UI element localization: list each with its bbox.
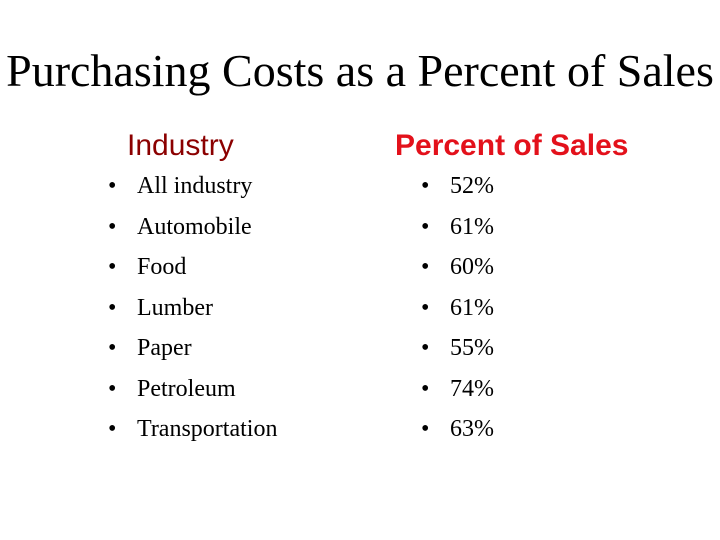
industry-label: Lumber	[137, 294, 213, 321]
bullet-icon: •	[108, 173, 117, 199]
industry-label: Food	[137, 254, 187, 280]
bullet-icon: •	[421, 294, 430, 321]
industry-label: Petroleum	[137, 375, 236, 402]
industry-label: Automobile	[137, 213, 252, 240]
percent-value: 61%	[450, 294, 494, 321]
list-item: • 52%	[421, 166, 494, 207]
percent-value: 52%	[450, 173, 494, 199]
list-item: • 61%	[421, 207, 494, 248]
list-item: • Paper	[108, 328, 277, 369]
percent-value: 60%	[450, 254, 494, 280]
list-item: • 60%	[421, 247, 494, 288]
percent-value: 61%	[450, 213, 494, 240]
percent-value: 55%	[450, 335, 494, 361]
list-item: • 74%	[421, 369, 494, 410]
list-item: • 55%	[421, 328, 494, 369]
bullet-icon: •	[421, 335, 430, 361]
bullet-icon: •	[421, 375, 430, 402]
list-item: • Automobile	[108, 207, 277, 248]
list-item: • Food	[108, 247, 277, 288]
list-item: • Transportation	[108, 409, 277, 450]
bullet-icon: •	[108, 335, 117, 361]
bullet-icon: •	[421, 254, 430, 280]
list-item: • All industry	[108, 166, 277, 207]
industry-list: • All industry • Automobile • Food • Lumber …	[108, 166, 277, 450]
percent-list: • 52% • 61% • 60% • 61% • 55% • 74% • 63%	[421, 166, 494, 450]
slide-title: Purchasing Costs as a Percent of Sales	[6, 45, 714, 96]
industry-label: All industry	[137, 173, 253, 199]
list-item: • 61%	[421, 288, 494, 329]
bullet-icon: •	[108, 213, 117, 240]
bullet-icon: •	[108, 294, 117, 321]
list-item: • Lumber	[108, 288, 277, 329]
industry-column-header: Industry	[127, 129, 234, 162]
bullet-icon: •	[421, 416, 430, 442]
industry-label: Transportation	[137, 416, 278, 442]
percent-value: 63%	[450, 416, 494, 442]
bullet-icon: •	[108, 416, 117, 442]
percent-value: 74%	[450, 375, 494, 402]
bullet-icon: •	[421, 173, 430, 199]
bullet-icon: •	[108, 254, 117, 280]
list-item: • 63%	[421, 409, 494, 450]
bullet-icon: •	[108, 375, 117, 402]
percent-column-header: Percent of Sales	[395, 129, 629, 162]
list-item: • Petroleum	[108, 369, 277, 410]
bullet-icon: •	[421, 213, 430, 240]
industry-label: Paper	[137, 335, 192, 361]
